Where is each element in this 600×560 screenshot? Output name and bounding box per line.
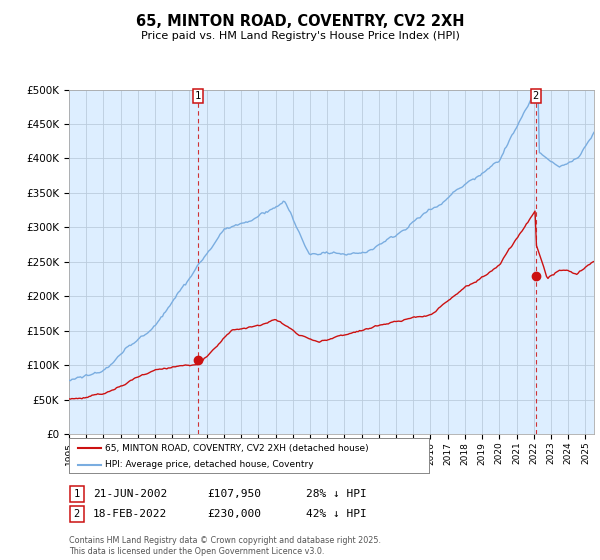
- Text: 65, MINTON ROAD, COVENTRY, CV2 2XH: 65, MINTON ROAD, COVENTRY, CV2 2XH: [136, 14, 464, 29]
- Text: HPI: Average price, detached house, Coventry: HPI: Average price, detached house, Cove…: [105, 460, 314, 469]
- Text: £107,950: £107,950: [207, 489, 261, 499]
- Text: 1: 1: [194, 91, 201, 101]
- Text: 21-JUN-2002: 21-JUN-2002: [93, 489, 167, 499]
- Text: 2: 2: [533, 91, 539, 101]
- Text: 42% ↓ HPI: 42% ↓ HPI: [306, 509, 367, 519]
- Text: Contains HM Land Registry data © Crown copyright and database right 2025.
This d: Contains HM Land Registry data © Crown c…: [69, 536, 381, 556]
- Text: £230,000: £230,000: [207, 509, 261, 519]
- Text: 1: 1: [74, 489, 80, 499]
- Text: 18-FEB-2022: 18-FEB-2022: [93, 509, 167, 519]
- Text: Price paid vs. HM Land Registry's House Price Index (HPI): Price paid vs. HM Land Registry's House …: [140, 31, 460, 41]
- Text: 28% ↓ HPI: 28% ↓ HPI: [306, 489, 367, 499]
- Text: 65, MINTON ROAD, COVENTRY, CV2 2XH (detached house): 65, MINTON ROAD, COVENTRY, CV2 2XH (deta…: [105, 444, 368, 452]
- Text: 2: 2: [74, 509, 80, 519]
